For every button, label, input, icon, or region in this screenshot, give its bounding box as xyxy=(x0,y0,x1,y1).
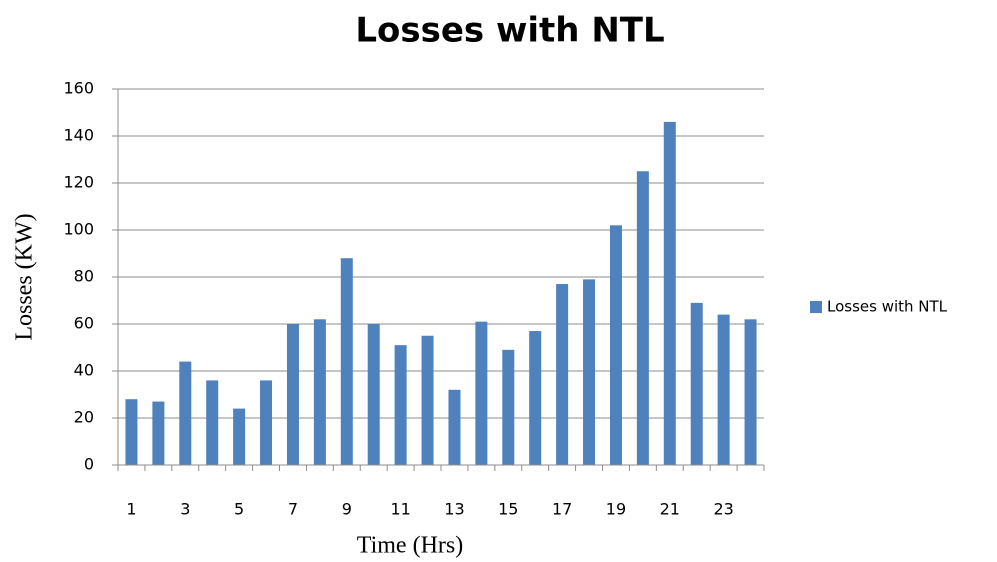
x-tick-label: 3 xyxy=(180,500,190,519)
y-tick-label: 100 xyxy=(63,220,94,239)
bar xyxy=(663,121,676,466)
bar xyxy=(367,324,380,465)
bar xyxy=(233,408,246,465)
bar xyxy=(286,324,299,465)
bar xyxy=(421,335,434,465)
x-tick-label: 5 xyxy=(234,500,244,519)
bar xyxy=(260,380,273,465)
bar xyxy=(502,349,515,465)
bar xyxy=(313,319,326,465)
x-tick-label: 15 xyxy=(498,500,518,519)
bar xyxy=(394,345,407,465)
x-axis-label: Time (Hrs) xyxy=(357,533,463,559)
bar xyxy=(340,258,353,465)
legend-label: Losses with NTL xyxy=(827,298,948,316)
bar xyxy=(717,314,730,465)
bar xyxy=(475,321,488,465)
bar xyxy=(636,171,649,465)
y-tick-label: 0 xyxy=(84,455,94,474)
x-tick-label: 1 xyxy=(126,500,136,519)
chart-title: Losses with NTL xyxy=(355,11,664,51)
x-tick-label: 23 xyxy=(713,500,733,519)
bar xyxy=(583,279,596,465)
x-tick-label: 9 xyxy=(342,500,352,519)
y-tick-label: 80 xyxy=(74,267,94,286)
y-axis-label: Losses (KW) xyxy=(12,213,38,340)
x-tick-label: 21 xyxy=(660,500,680,519)
bar xyxy=(744,319,757,465)
bar xyxy=(690,302,703,465)
bar xyxy=(529,331,542,465)
x-tick-label: 11 xyxy=(390,500,410,519)
y-tick-label: 160 xyxy=(63,79,94,98)
bar xyxy=(556,284,569,465)
x-tick-label: 13 xyxy=(444,500,464,519)
bar xyxy=(125,399,138,465)
bar xyxy=(152,401,165,465)
bar xyxy=(448,389,461,465)
legend-swatch xyxy=(810,301,822,313)
x-tick-label: 17 xyxy=(552,500,572,519)
y-tick-label: 60 xyxy=(74,314,94,333)
y-tick-label: 40 xyxy=(74,361,94,380)
bar xyxy=(206,380,219,465)
y-tick-label: 120 xyxy=(63,173,94,192)
y-tick-label: 20 xyxy=(74,408,94,427)
bar xyxy=(179,361,192,465)
x-tick-label: 7 xyxy=(288,500,298,519)
x-tick-label: 19 xyxy=(606,500,626,519)
y-tick-label: 140 xyxy=(63,126,94,145)
bar xyxy=(609,225,622,465)
